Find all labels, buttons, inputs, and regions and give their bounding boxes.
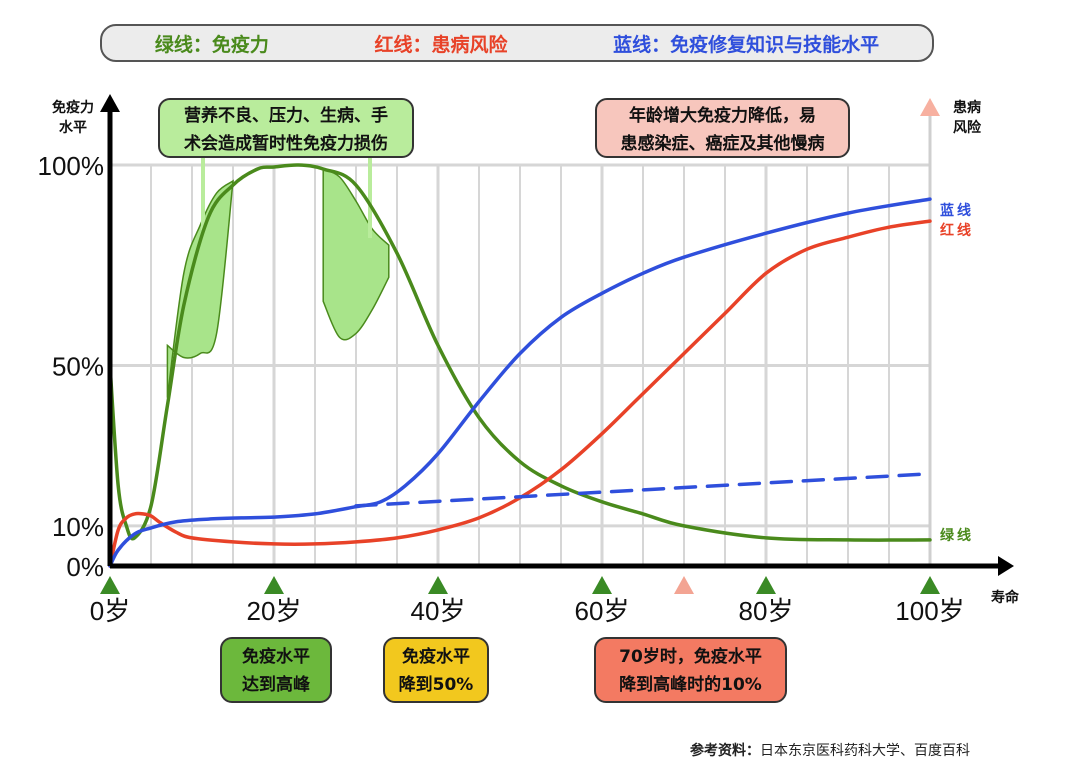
x-axis-marker xyxy=(100,576,120,594)
x-tick-label: 0岁 xyxy=(90,596,130,626)
reference-note: 参考资料：日本东京医科药科大学、百度百科 xyxy=(690,740,970,760)
reference-text: 日本东京医科药科大学、百度百科 xyxy=(760,743,970,759)
callout-half-line2: 降到50% xyxy=(398,675,474,695)
y-tick-label: 10% xyxy=(52,512,104,542)
y-tick-label: 100% xyxy=(38,151,105,181)
x-axis-marker xyxy=(674,576,694,594)
legend-green: 绿线：免疫力 xyxy=(154,33,269,56)
x-axis-arrow xyxy=(998,556,1014,576)
callout-aging: 年龄增大免疫力降低，易 患感染症、癌症及其他慢病 xyxy=(595,98,850,158)
y-tick-label: 50% xyxy=(52,352,104,382)
callout-seventy-line1: 70岁时，免疫水平 xyxy=(619,647,762,667)
series-end-label: 红线 xyxy=(940,222,974,239)
callout-half-line1: 免疫水平 xyxy=(402,647,470,667)
callout-stress-line1: 营养不良、压力、生病、手 xyxy=(184,106,388,126)
callout-peak-line2: 达到高峰 xyxy=(242,675,310,695)
series-end-label: 蓝线 xyxy=(940,202,974,219)
callout-seventy: 70岁时，免疫水平 降到高峰时的10% xyxy=(594,637,787,703)
x-tick-label: 80岁 xyxy=(739,596,794,626)
y-axis-label-line2: 水平 xyxy=(59,119,87,136)
callout-aging-line2: 患感染症、癌症及其他慢病 xyxy=(620,134,825,154)
x-axis-marker xyxy=(428,576,448,594)
y-tick-label: 0% xyxy=(66,552,104,582)
legend-blue: 蓝线：免疫修复知识与技能水平 xyxy=(613,33,880,56)
legend-red: 红线：患病风险 xyxy=(374,33,508,56)
y-axis-label-line1: 免疫力 xyxy=(52,99,94,116)
series-line-2 xyxy=(108,197,932,568)
right-axis-label-line2: 风险 xyxy=(953,119,982,136)
callout-peak-line1: 免疫水平 xyxy=(242,647,310,667)
callout-peak: 免疫水平 达到高峰 xyxy=(220,637,332,703)
x-axis-marker xyxy=(264,576,284,594)
callout-aging-line1: 年龄增大免疫力降低，易 xyxy=(629,106,816,126)
y-axis-arrow xyxy=(100,94,120,112)
series-line-dashed xyxy=(354,472,932,508)
right-axis-arrow xyxy=(920,98,940,116)
x-tick-label: 40岁 xyxy=(411,596,466,626)
reference-label: 参考资料： xyxy=(690,743,760,759)
x-tick-label: 20岁 xyxy=(247,596,302,626)
x-axis-marker xyxy=(592,576,612,594)
shaded-dip-area xyxy=(166,179,234,398)
x-axis-marker xyxy=(920,576,940,594)
callout-seventy-line2: 降到高峰时的10% xyxy=(619,675,762,695)
series-line-0 xyxy=(108,163,932,542)
x-axis-label: 寿命 xyxy=(991,589,1020,606)
callout-stress-line2: 术会造成暂时性免疫力损伤 xyxy=(184,134,388,154)
shaded-dip-area xyxy=(322,167,390,341)
series-end-label: 绿线 xyxy=(940,527,974,544)
x-axis-marker xyxy=(756,576,776,594)
callout-stress: 营养不良、压力、生病、手 术会造成暂时性免疫力损伤 xyxy=(158,98,414,158)
x-tick-label: 60岁 xyxy=(575,596,630,626)
legend-box: 绿线：免疫力 红线：患病风险 蓝线：免疫修复知识与技能水平 xyxy=(100,24,934,62)
callout-half: 免疫水平 降到50% xyxy=(383,637,489,703)
series-line-1 xyxy=(108,219,932,568)
x-tick-label: 100岁 xyxy=(895,596,964,626)
right-axis-label-line1: 患病 xyxy=(953,99,981,116)
